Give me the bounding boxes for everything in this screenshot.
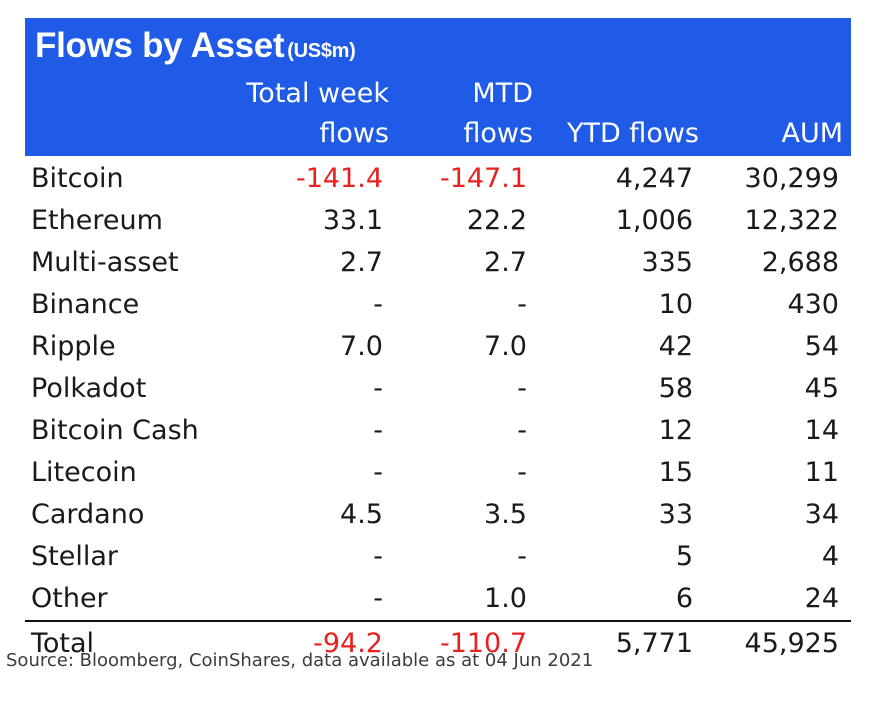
cell-week: -141.4 bbox=[295, 163, 383, 194]
cell-week: 4.5 bbox=[340, 499, 383, 530]
col-head-line2: flows bbox=[319, 118, 389, 149]
cell-ytd: 5 bbox=[675, 541, 693, 572]
cell-ytd: 4,247 bbox=[615, 163, 693, 194]
cell-aum: 4 bbox=[821, 541, 839, 572]
table-header: Flows by Asset (US$m) Total week flows MT… bbox=[25, 18, 851, 156]
cell-aum: 34 bbox=[804, 499, 839, 530]
col-head-aum: AUM bbox=[781, 114, 843, 154]
cell-asset: Ethereum bbox=[31, 205, 163, 236]
source-note: Source: Bloomberg, CoinShares, data avai… bbox=[6, 650, 594, 671]
table-body: Bitcoin -141.4 -147.1 4,247 30,299 Ethereum 33… bbox=[25, 156, 851, 620]
col-head-line2: YTD flows bbox=[566, 118, 699, 149]
cell-week: -94.2 bbox=[313, 628, 383, 659]
cell-asset: Ripple bbox=[31, 331, 116, 362]
table-row: Other - 1.0 6 24 bbox=[25, 578, 851, 620]
cell-week: - bbox=[373, 415, 383, 446]
cell-week: - bbox=[373, 457, 383, 488]
col-head-line2: flows bbox=[463, 118, 533, 149]
cell-mtd: - bbox=[517, 541, 527, 572]
cell-aum: 14 bbox=[804, 415, 839, 446]
cell-asset: Bitcoin bbox=[31, 163, 124, 194]
cell-asset: Other bbox=[31, 583, 108, 614]
cell-aum: 2,688 bbox=[761, 247, 839, 278]
cell-ytd: 335 bbox=[641, 247, 693, 278]
cell-aum: 24 bbox=[804, 583, 839, 614]
cell-asset: Total bbox=[31, 628, 95, 659]
table-row: Polkadot - - 58 45 bbox=[25, 368, 851, 410]
cell-mtd: - bbox=[517, 457, 527, 488]
table-row: Cardano 4.5 3.5 33 34 bbox=[25, 494, 851, 536]
cell-week: 33.1 bbox=[322, 205, 383, 236]
cell-asset: Cardano bbox=[31, 499, 145, 530]
flows-table: Flows by Asset (US$m) Total week flows MT… bbox=[25, 18, 851, 666]
title-text: Flows by Asset bbox=[35, 26, 285, 65]
cell-asset: Bitcoin Cash bbox=[31, 415, 199, 446]
table-row: Binance - - 10 430 bbox=[25, 284, 851, 326]
total-row: Total -94.2 -110.7 5,771 45,925 bbox=[25, 622, 851, 666]
col-head-line2: AUM bbox=[781, 118, 843, 149]
cell-ytd: 15 bbox=[658, 457, 693, 488]
cell-asset: Stellar bbox=[31, 541, 118, 572]
cell-mtd: 7.0 bbox=[484, 331, 527, 362]
cell-ytd: 6 bbox=[675, 583, 693, 614]
cell-aum: 12,322 bbox=[744, 205, 839, 236]
cell-aum: 430 bbox=[787, 289, 839, 320]
cell-week: - bbox=[373, 373, 383, 404]
cell-mtd: -110.7 bbox=[439, 628, 527, 659]
cell-aum: 54 bbox=[804, 331, 839, 362]
cell-week: 2.7 bbox=[340, 247, 383, 278]
col-head-ytd: YTD flows bbox=[567, 114, 699, 154]
table-row: Ripple 7.0 7.0 42 54 bbox=[25, 326, 851, 368]
table-row: Multi-asset 2.7 2.7 335 2,688 bbox=[25, 242, 851, 284]
col-head-line1: MTD bbox=[472, 78, 533, 109]
table-row: Litecoin - - 15 11 bbox=[25, 452, 851, 494]
cell-ytd: 10 bbox=[658, 289, 693, 320]
cell-mtd: 2.7 bbox=[484, 247, 527, 278]
cell-ytd: 1,006 bbox=[615, 205, 693, 236]
cell-week: - bbox=[373, 541, 383, 572]
cell-aum: 45 bbox=[804, 373, 839, 404]
cell-week: 7.0 bbox=[340, 331, 383, 362]
cell-asset: Polkadot bbox=[31, 373, 147, 404]
cell-asset: Binance bbox=[31, 289, 140, 320]
cell-mtd: 3.5 bbox=[484, 499, 527, 530]
cell-mtd: -147.1 bbox=[439, 163, 527, 194]
cell-aum: 30,299 bbox=[744, 163, 839, 194]
cell-ytd: 58 bbox=[658, 373, 693, 404]
cell-week: - bbox=[373, 583, 383, 614]
cell-mtd: - bbox=[517, 289, 527, 320]
cell-ytd: 33 bbox=[658, 499, 693, 530]
cell-mtd: 22.2 bbox=[466, 205, 527, 236]
cell-ytd: 42 bbox=[658, 331, 693, 362]
col-head-total-week: Total week flows bbox=[246, 74, 389, 154]
cell-mtd: - bbox=[517, 373, 527, 404]
table-row: Stellar - - 5 4 bbox=[25, 536, 851, 578]
cell-aum: 45,925 bbox=[744, 628, 839, 659]
table-row: Ethereum 33.1 22.2 1,006 12,322 bbox=[25, 200, 851, 242]
table-row: Bitcoin Cash - - 12 14 bbox=[25, 410, 851, 452]
total-divider bbox=[25, 620, 851, 622]
col-head-mtd: MTD flows bbox=[463, 74, 533, 154]
cell-ytd: 5,771 bbox=[615, 628, 693, 659]
table-row: Bitcoin -141.4 -147.1 4,247 30,299 bbox=[25, 158, 851, 200]
cell-mtd: - bbox=[517, 415, 527, 446]
cell-week: - bbox=[373, 289, 383, 320]
col-head-line1: Total week bbox=[246, 78, 389, 109]
cell-mtd: 1.0 bbox=[484, 583, 527, 614]
table-title: Flows by Asset (US$m) bbox=[35, 26, 356, 66]
cell-asset: Litecoin bbox=[31, 457, 137, 488]
cell-asset: Multi-asset bbox=[31, 247, 179, 278]
title-unit: (US$m) bbox=[287, 40, 356, 62]
cell-ytd: 12 bbox=[658, 415, 693, 446]
cell-aum: 11 bbox=[804, 457, 839, 488]
